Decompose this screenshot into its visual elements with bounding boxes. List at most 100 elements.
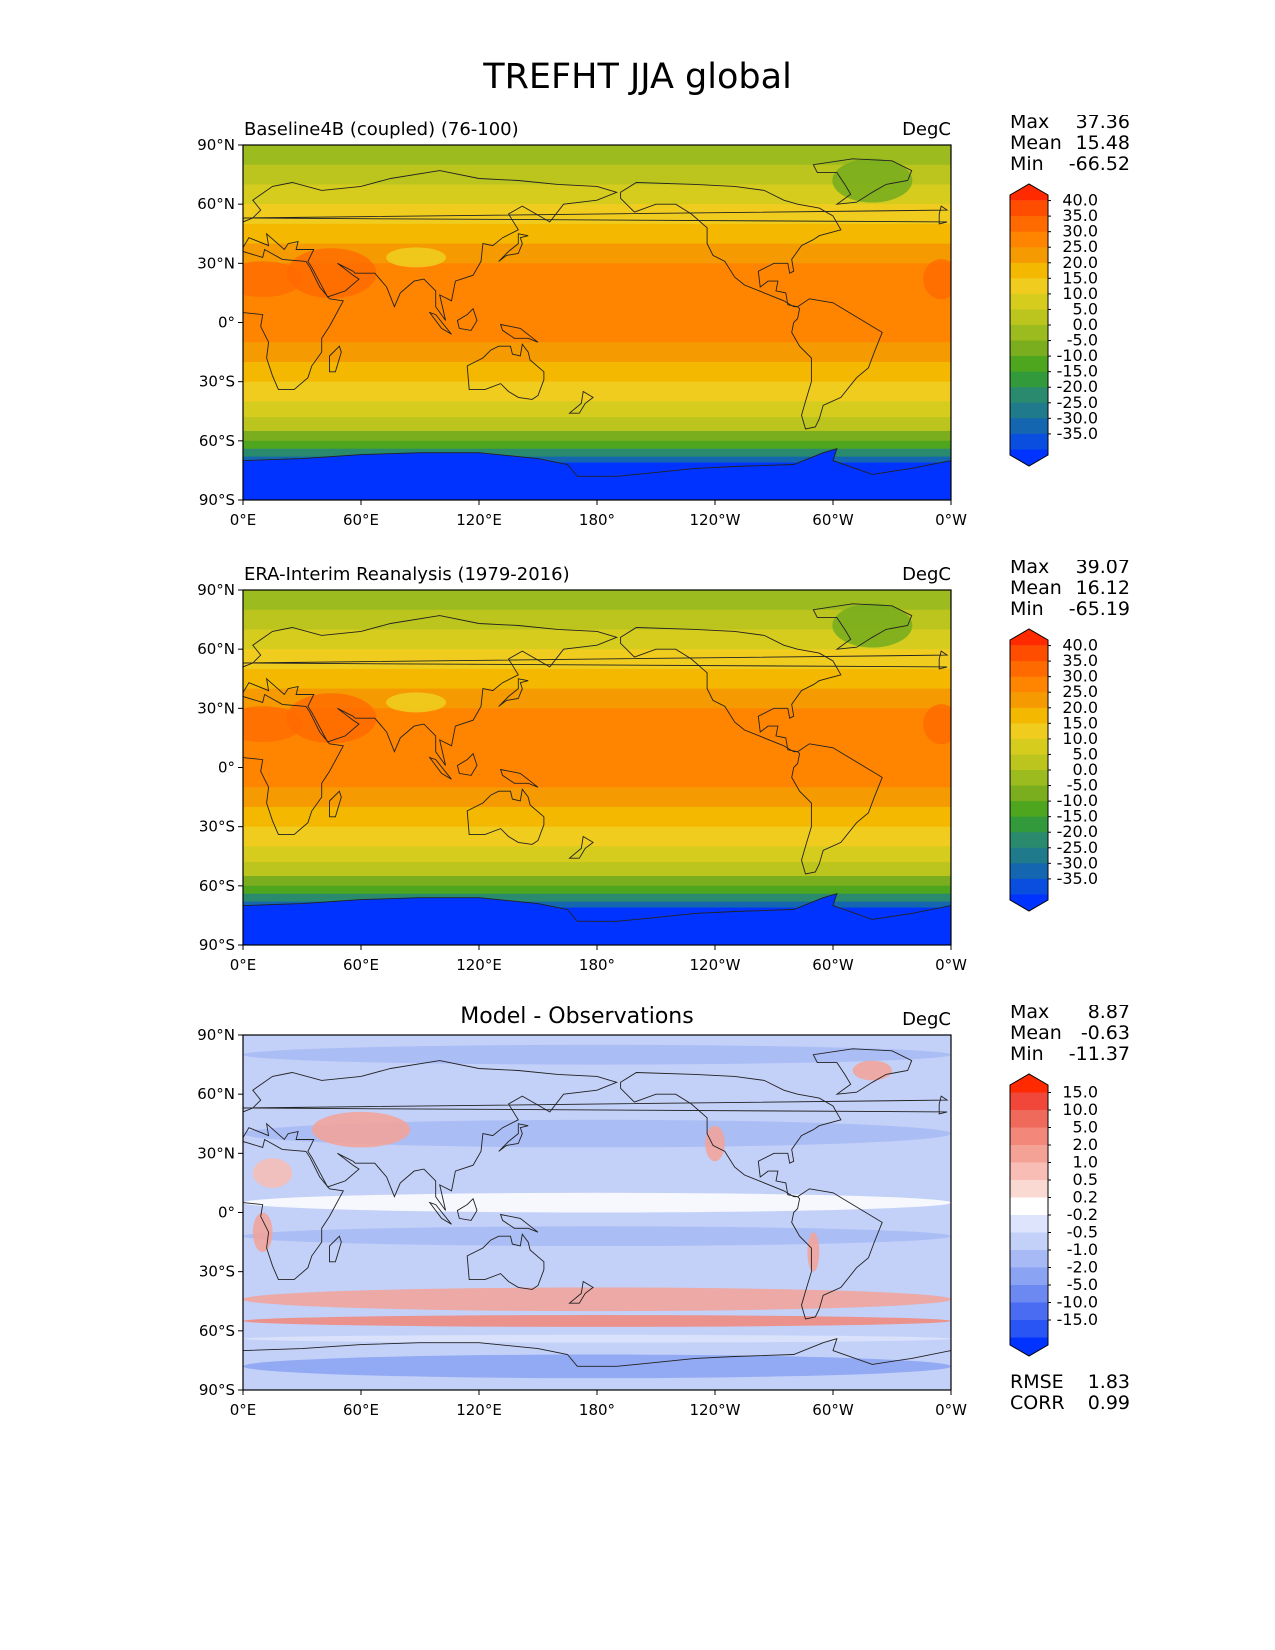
colorbar-swatch — [1010, 433, 1048, 450]
map-field — [243, 145, 951, 500]
coastline-antarctica — [243, 893, 951, 945]
coastline-borneo — [456, 1197, 478, 1221]
stat-value: 8.87 — [1088, 1005, 1130, 1023]
panel-diff: Model - Observations DegC 90°N 60°N 30°N 0° 30… — [197, 1005, 1130, 1419]
colorbar-level-label: 10.0 — [1062, 1100, 1098, 1119]
coastline-africa — [243, 248, 345, 391]
colorbar-level-label: -0.2 — [1067, 1205, 1098, 1224]
colorbar-level-label: 10.0 — [1062, 729, 1098, 748]
colorbar-swatch — [1010, 785, 1048, 802]
colorbar-swatch — [1010, 723, 1048, 740]
colorbar-swatch — [1010, 309, 1048, 326]
colorbar-level-label: -1.0 — [1067, 1240, 1098, 1259]
colorbar-level-label: -15.0 — [1057, 1310, 1098, 1329]
coastline-africa — [243, 693, 345, 836]
colorbar-swatch — [1010, 1092, 1048, 1111]
colorbar-swatch — [1010, 676, 1048, 693]
lon-tick-label: 60°W — [812, 956, 854, 974]
extra-stat-value: 1.83 — [1088, 1371, 1130, 1393]
colorbar-level-label: 20.0 — [1062, 698, 1098, 717]
lat-tick-label: 90°N — [197, 1026, 235, 1044]
colorbar-level-label: 5.0 — [1073, 744, 1098, 763]
colorbar-level-label: 5.0 — [1073, 1118, 1098, 1137]
coastline-uk — [243, 205, 949, 225]
lat-tick-label: 90°N — [197, 581, 235, 599]
coastline-japan — [498, 1123, 529, 1152]
colorbar-level-label: 15.0 — [1062, 1083, 1098, 1102]
panel-units: DegC — [902, 119, 951, 140]
lon-tick-label: 120°E — [456, 956, 502, 974]
colorbar-swatch — [1010, 863, 1048, 880]
colorbar-level-label: -20.0 — [1057, 822, 1098, 841]
lat-tick-label: 90°N — [197, 136, 235, 154]
colorbar-level-label: 25.0 — [1062, 682, 1098, 701]
lon-tick-label: 0°W — [935, 956, 967, 974]
colorbar-swatch — [1010, 293, 1048, 310]
lat-tick-label: 30°S — [199, 373, 235, 391]
colorbar-outline — [1009, 183, 1049, 467]
stat-value: 37.36 — [1076, 115, 1130, 133]
colorbar-level-label: 15.0 — [1062, 268, 1098, 287]
panel-model: Baseline4B (coupled) (76-100) DegC 90°N 60°… — [197, 115, 1130, 529]
colorbar-swatch — [1010, 1197, 1048, 1216]
coastline-namerica — [620, 627, 842, 753]
colorbar-swatch — [1010, 1162, 1048, 1181]
map-field — [243, 590, 951, 945]
colorbar-outline — [1009, 1073, 1049, 1357]
colorbar-level-label: 10.0 — [1062, 284, 1098, 303]
colorbar-swatch — [1010, 1250, 1048, 1268]
colorbar-level-label: 35.0 — [1062, 651, 1098, 670]
colorbar-swatch — [1010, 1320, 1048, 1338]
colorbar-level-label: 40.0 — [1062, 191, 1098, 210]
colorbar-level-label: 30.0 — [1062, 667, 1098, 686]
colorbar-swatch — [1010, 387, 1048, 404]
colorbar-outline — [1009, 628, 1049, 912]
lat-tick-label: 60°S — [199, 432, 235, 450]
coastline-australia — [466, 343, 545, 400]
lon-tick-label: 120°W — [690, 1401, 741, 1419]
colorbar-swatch — [1010, 340, 1048, 357]
lat-tick-label: 30°N — [197, 1144, 235, 1162]
colorbar-level-label: -5.0 — [1067, 1275, 1098, 1294]
colorbar-swatch — [1010, 418, 1048, 435]
stat-label: Mean — [1010, 1022, 1062, 1044]
colorbar-extend-top — [1010, 1074, 1048, 1093]
coastline-sumatra — [428, 756, 452, 780]
coastline-uk — [243, 650, 949, 670]
coastline-newguinea — [499, 323, 539, 343]
lon-tick-label: 120°W — [690, 511, 741, 529]
lat-tick-label: 30°N — [197, 699, 235, 717]
colorbar-level-label: 0.5 — [1073, 1170, 1098, 1189]
colorbar-swatch — [1010, 231, 1048, 248]
colorbar-swatch — [1010, 801, 1048, 818]
colorbar-level-label: 40.0 — [1062, 636, 1098, 655]
colorbar-swatch — [1010, 661, 1048, 678]
colorbar-swatch — [1010, 847, 1048, 864]
lon-tick-label: 120°E — [456, 1401, 502, 1419]
coastline-samerica — [791, 743, 883, 875]
colorbar-extend-bottom — [1010, 1337, 1048, 1356]
coastline-newzealand — [568, 390, 594, 414]
lat-tick-label: 90°S — [199, 1381, 235, 1399]
colorbar-level-label: -35.0 — [1057, 424, 1098, 443]
lon-tick-label: 0°E — [230, 956, 257, 974]
lon-tick-label: 120°E — [456, 511, 502, 529]
coastline-australia — [466, 788, 545, 845]
colorbar-swatch — [1010, 262, 1048, 279]
stat-value: -0.63 — [1081, 1022, 1130, 1044]
lon-tick-label: 180° — [579, 511, 615, 529]
coastline-namerica — [620, 182, 842, 308]
lat-tick-label: 30°S — [199, 1263, 235, 1281]
colorbar-level-label: -10.0 — [1057, 346, 1098, 365]
coastline-antarctica — [243, 1338, 951, 1390]
lon-tick-label: 60°E — [343, 511, 379, 529]
coastlines — [243, 158, 951, 500]
coastline-uk — [243, 1095, 949, 1115]
lat-tick-label: 30°S — [199, 818, 235, 836]
coastline-madagascar — [329, 345, 342, 373]
panel-units: DegC — [902, 564, 951, 585]
stat-label: Mean — [1010, 132, 1062, 154]
stat-value: -65.19 — [1069, 598, 1130, 620]
coastline-africa — [243, 1138, 345, 1281]
colorbar: 15.010.05.02.01.00.50.2-0.2-0.5-1.0-2.0-… — [1009, 1073, 1098, 1357]
